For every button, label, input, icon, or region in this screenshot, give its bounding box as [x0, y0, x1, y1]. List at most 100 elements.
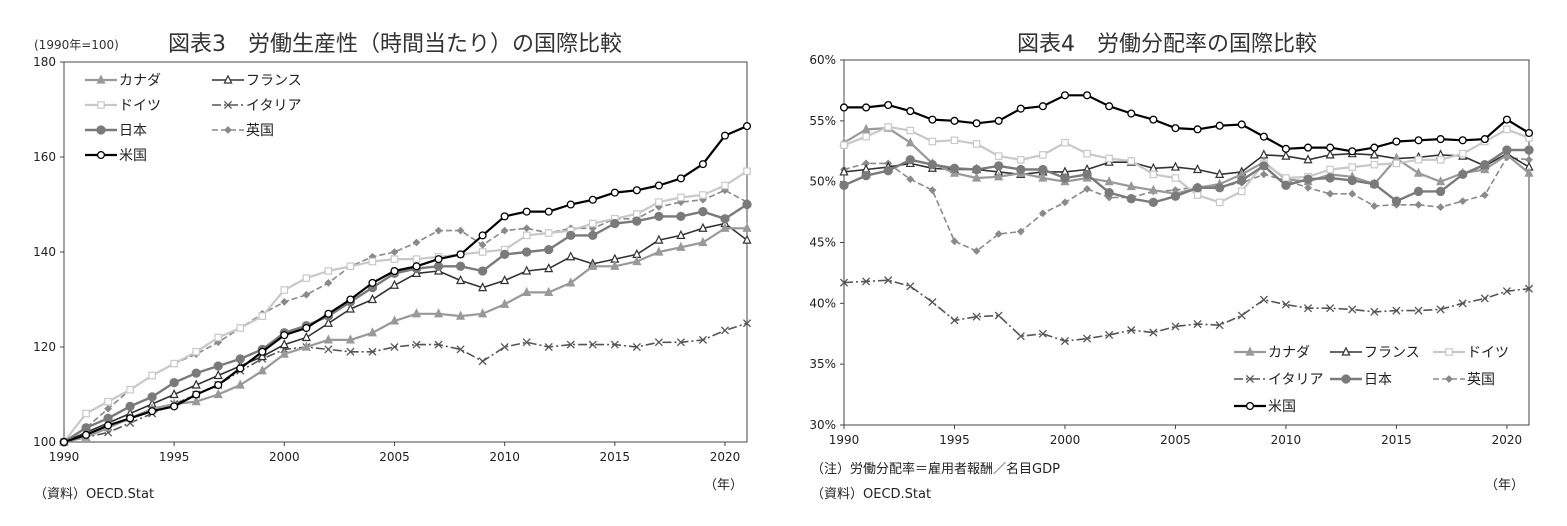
- data-point: [104, 421, 113, 430]
- data-point: [302, 274, 311, 282]
- data-point: [971, 164, 982, 175]
- data-point: [1016, 104, 1025, 113]
- data-point: [972, 172, 982, 182]
- data-point: [1325, 173, 1335, 183]
- data-point: [1436, 155, 1445, 164]
- data-point: [324, 278, 333, 287]
- data-point: [389, 315, 400, 325]
- data-point: [905, 137, 915, 147]
- data-point: [302, 290, 311, 299]
- data-point: [742, 222, 752, 232]
- data-point: [1326, 165, 1334, 174]
- data-point: [743, 167, 751, 176]
- data-point: [566, 251, 576, 261]
- data-point: [345, 334, 355, 344]
- series-イタリア: [59, 319, 752, 447]
- data-point: [1259, 295, 1268, 304]
- data-point: [1127, 326, 1136, 335]
- legend-item-ドイツ: ドイツ: [85, 98, 161, 114]
- legend-label: フランス: [246, 73, 302, 89]
- legend-label: ドイツ: [1467, 345, 1509, 361]
- data-point: [235, 379, 245, 389]
- data-point: [500, 274, 510, 285]
- series-line: [843, 279, 1530, 342]
- data-point: [928, 298, 937, 307]
- data-point: [477, 266, 488, 276]
- x-tick-label: 2015: [1381, 433, 1412, 447]
- data-point: [544, 207, 553, 216]
- data-point: [906, 282, 915, 291]
- data-point: [1436, 203, 1445, 212]
- series-カナダ: [59, 222, 752, 446]
- series-イタリア: [839, 276, 1534, 346]
- data-point: [610, 218, 620, 229]
- series-line: [63, 322, 748, 443]
- data-point: [839, 103, 849, 112]
- data-point: [654, 234, 664, 244]
- legend-item-日本: 日本: [85, 123, 147, 139]
- data-point: [522, 338, 531, 347]
- data-point: [1326, 189, 1335, 198]
- data-point: [950, 136, 959, 145]
- data-point: [1127, 157, 1136, 165]
- data-point: [1524, 284, 1534, 293]
- legend-marker: [1245, 374, 1255, 384]
- data-point: [214, 380, 223, 390]
- data-point: [1039, 151, 1047, 159]
- data-point: [368, 347, 377, 356]
- data-point: [1061, 138, 1069, 147]
- data-point: [169, 388, 179, 399]
- data-point: [972, 140, 981, 148]
- legend-item-イタリア: イタリア: [212, 98, 301, 114]
- y-tick-label: 140: [33, 245, 56, 259]
- data-point: [213, 369, 223, 380]
- data-point: [588, 219, 597, 228]
- data-point: [389, 279, 400, 289]
- legend-item-イタリア: イタリア: [1234, 372, 1323, 388]
- data-point: [566, 340, 575, 349]
- data-point: [1281, 150, 1291, 160]
- series-line: [843, 152, 1530, 176]
- data-point: [390, 266, 399, 276]
- legend-marker: [97, 101, 105, 109]
- data-point: [1370, 307, 1379, 316]
- data-point: [588, 195, 597, 204]
- data-point: [1259, 161, 1269, 171]
- legend-marker: [223, 74, 233, 84]
- data-point: [368, 257, 377, 266]
- data-point: [588, 260, 598, 270]
- data-point: [434, 340, 443, 349]
- data-point: [721, 181, 729, 190]
- data-point: [862, 103, 871, 112]
- productivity-line-chart: 100 120 140 160 180 1990 1995 2000 2005 2010 2015 2…: [33, 55, 752, 464]
- data-point: [1148, 184, 1158, 194]
- legend-item-フランス: フランス: [212, 73, 302, 89]
- data-point: [104, 404, 112, 413]
- data-point: [1192, 163, 1203, 174]
- data-point: [258, 347, 267, 356]
- data-point: [588, 230, 598, 241]
- data-point: [1193, 191, 1202, 199]
- data-point: [1149, 328, 1158, 337]
- data-point: [839, 166, 849, 176]
- data-point: [1038, 102, 1047, 111]
- data-point: [1149, 170, 1158, 179]
- legend-marker: [96, 74, 106, 84]
- data-point: [257, 365, 267, 375]
- data-point: [192, 390, 201, 399]
- series-フランス: [59, 217, 752, 446]
- data-point: [566, 200, 575, 209]
- x-tick-label: 1995: [939, 433, 970, 447]
- data-point: [742, 122, 752, 131]
- legend-label: カナダ: [119, 73, 161, 89]
- data-point: [1480, 159, 1490, 170]
- x-tick-label: 2000: [1050, 433, 1081, 447]
- legend-label: ドイツ: [119, 98, 161, 114]
- data-point: [884, 276, 893, 285]
- data-point: [1436, 135, 1445, 144]
- data-point: [1016, 164, 1026, 175]
- data-point: [1282, 174, 1290, 182]
- data-point: [1192, 183, 1203, 193]
- data-point: [566, 230, 576, 241]
